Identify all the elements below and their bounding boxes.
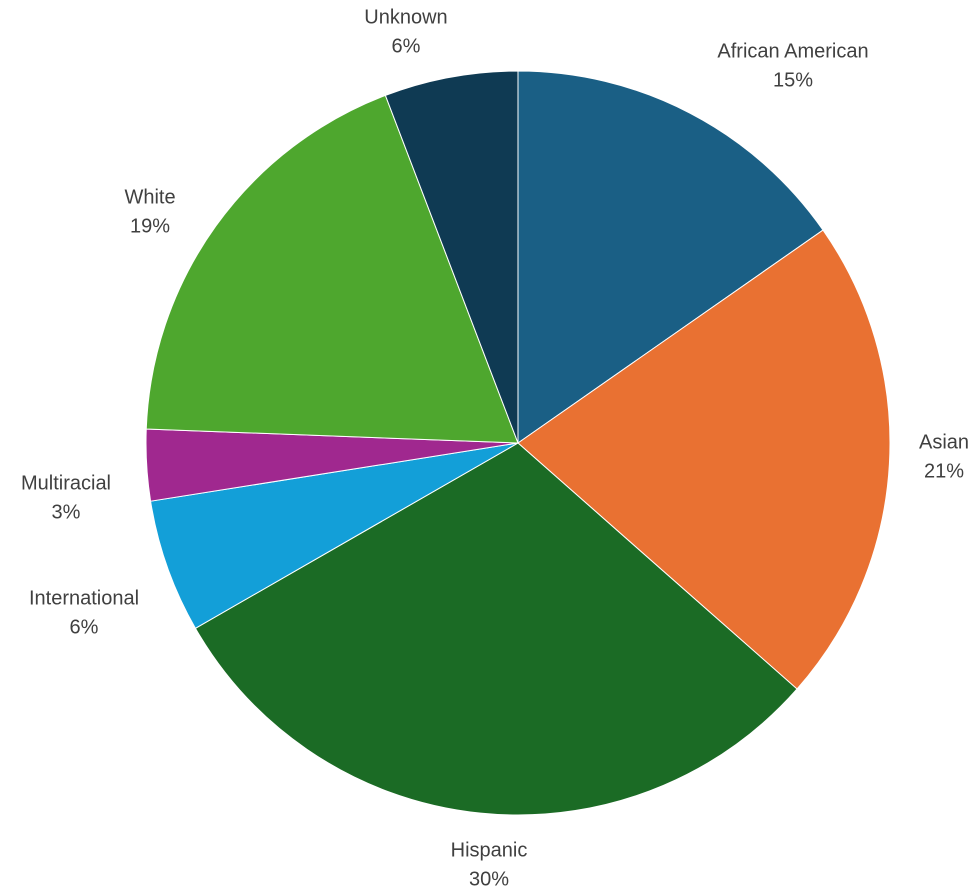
slice-label-multiracial: Multiracial <box>21 472 111 494</box>
pie-slice-international <box>150 442 519 630</box>
slice-label-asian: Asian <box>919 431 969 453</box>
slice-label-international: International <box>29 587 139 609</box>
pie-labels: African American 15% Asian 21% Hispanic 30% In… <box>21 6 969 890</box>
pie-slice-white <box>145 94 519 444</box>
slice-label-unknown: Unknown <box>364 6 447 28</box>
slice-percent-african-american: 15% <box>773 69 813 91</box>
pie-slice-unknown <box>384 70 519 444</box>
slice-percent-unknown: 6% <box>392 35 421 57</box>
slice-percent-international: 6% <box>70 616 99 638</box>
slice-percent-white: 19% <box>130 215 170 237</box>
pie-slices <box>145 70 891 816</box>
pie-slice-african-american <box>517 70 824 444</box>
slice-percent-multiracial: 3% <box>52 501 81 523</box>
slice-percent-asian: 21% <box>924 460 964 482</box>
slice-percent-hispanic: 30% <box>469 868 509 890</box>
pie-slice-hispanic <box>194 442 798 816</box>
slice-label-white: White <box>124 186 175 208</box>
pie-slice-asian <box>517 229 891 690</box>
slice-label-african-american: African American <box>717 40 868 62</box>
slice-label-hispanic: Hispanic <box>451 839 528 861</box>
